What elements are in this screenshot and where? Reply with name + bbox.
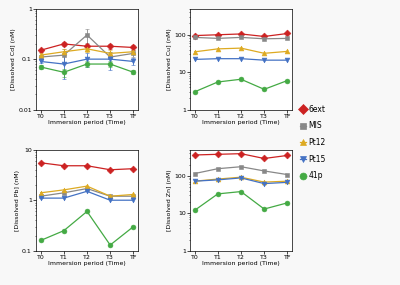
Y-axis label: [Dissolved Zn] (nM): [Dissolved Zn] (nM): [167, 169, 172, 231]
Legend: 6ext, MIS, Pt12, Pt15, 41p: 6ext, MIS, Pt12, Pt15, 41p: [298, 103, 328, 182]
Y-axis label: [Dissolved Cu] (nM): [Dissolved Cu] (nM): [167, 28, 172, 90]
X-axis label: Immersion period (Time): Immersion period (Time): [48, 261, 126, 266]
X-axis label: Immersion period (Time): Immersion period (Time): [48, 120, 126, 125]
Y-axis label: [Dissolved Pb] (nM): [Dissolved Pb] (nM): [15, 170, 20, 231]
X-axis label: Immersion period (Time): Immersion period (Time): [202, 120, 280, 125]
Y-axis label: [Dissolved Cd] (nM): [Dissolved Cd] (nM): [11, 28, 16, 90]
X-axis label: Immersion period (Time): Immersion period (Time): [202, 261, 280, 266]
